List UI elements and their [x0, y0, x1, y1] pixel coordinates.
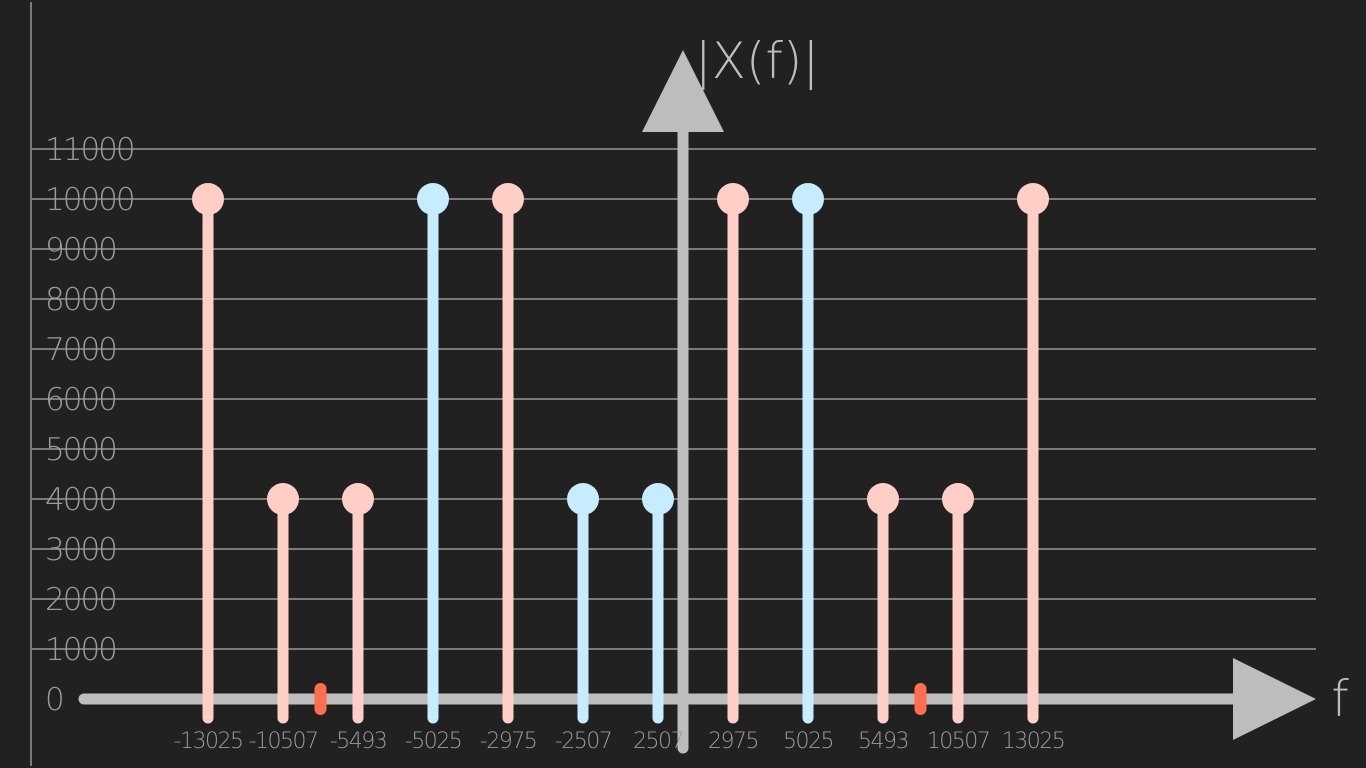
x-tick-label: -2507	[555, 729, 611, 754]
stem-marker	[1017, 183, 1049, 215]
y-tick-labels: 0 1000 2000 3000 4000 5000 6000 7000 8000 9000 100…	[45, 132, 136, 718]
x-tick-label: 13025	[1002, 729, 1065, 754]
y-tick-label: 5000	[45, 432, 116, 468]
stem-marker	[267, 483, 299, 515]
stem-marker	[717, 183, 749, 215]
y-axis-arrowhead	[642, 50, 724, 132]
stems	[192, 183, 1049, 724]
x-tick-label: -5493	[330, 729, 386, 754]
stem-marker	[642, 483, 674, 515]
y-tick-label: 1000	[45, 632, 116, 668]
stem-marker	[492, 183, 524, 215]
axis-marker	[314, 683, 327, 715]
y-tick-label: 2000	[45, 582, 116, 618]
stem-marker	[192, 183, 224, 215]
stem-marker	[942, 483, 974, 515]
x-tick-label: -5025	[405, 729, 461, 754]
axis-markers	[314, 683, 927, 715]
y-tick-label: 8000	[45, 282, 116, 318]
x-axis-arrowhead	[1233, 658, 1316, 740]
x-tick-label: 2975	[708, 729, 758, 754]
x-axis-label: f	[1331, 670, 1349, 728]
y-tick-label: 7000	[45, 332, 116, 368]
y-axis-label: |X(f)|	[695, 32, 820, 90]
x-tick-label: 10507	[927, 729, 990, 754]
grid-lines	[31, 148, 1316, 650]
y-tick-label: 3000	[45, 532, 116, 568]
stem-marker	[567, 483, 599, 515]
stem-marker	[417, 183, 449, 215]
y-tick-label: 0	[45, 682, 63, 718]
y-tick-label: 10000	[45, 182, 134, 218]
stem-marker	[792, 183, 824, 215]
y-tick-label: 9000	[45, 232, 116, 268]
stem-marker	[342, 483, 374, 515]
x-tick-label: 2507	[633, 729, 683, 754]
stem-marker	[867, 483, 899, 515]
x-tick-labels: -13025 -10507 -5493 -5025 -2975 -2507 2507 2975…	[174, 729, 1066, 754]
y-tick-label: 6000	[45, 382, 116, 418]
x-tick-label: 5025	[783, 729, 833, 754]
x-tick-label: -13025	[174, 729, 243, 754]
y-tick-label: 4000	[45, 482, 116, 518]
y-tick-label: 11000	[45, 132, 134, 168]
x-tick-label: -2975	[480, 729, 536, 754]
x-tick-label: 5493	[858, 729, 908, 754]
axis-marker	[914, 683, 927, 715]
x-tick-label: -10507	[249, 729, 318, 754]
